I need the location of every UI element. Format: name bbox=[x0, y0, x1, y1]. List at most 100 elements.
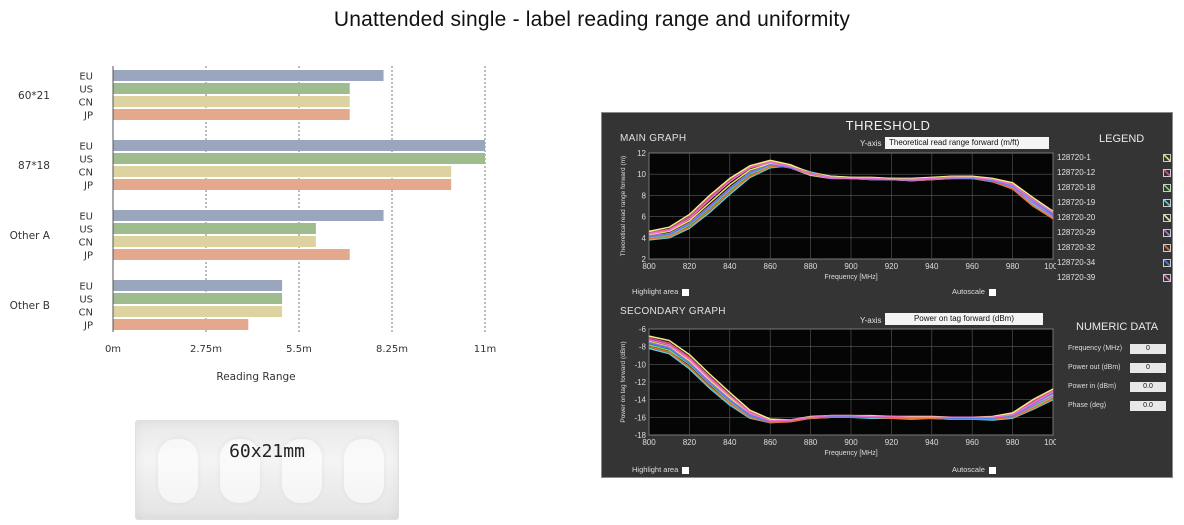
secondary-yaxis-label: Y-axis bbox=[860, 316, 882, 325]
bar bbox=[113, 83, 350, 94]
region-label: US bbox=[79, 85, 93, 96]
x-tick-label: 2.75m bbox=[190, 344, 222, 355]
legend-swatch[interactable] bbox=[1163, 274, 1171, 282]
x-tick-label: 860 bbox=[764, 262, 778, 271]
legend-swatch[interactable] bbox=[1163, 199, 1171, 207]
highlight-checkbox[interactable] bbox=[682, 288, 690, 296]
bar bbox=[113, 70, 384, 81]
numeric-value-field[interactable]: 0 bbox=[1130, 363, 1166, 373]
legend-swatch[interactable] bbox=[1163, 229, 1171, 237]
legend-swatch[interactable] bbox=[1163, 214, 1171, 222]
x-tick-label: 860 bbox=[764, 438, 778, 447]
secondary-autoscale-option[interactable]: Autoscale bbox=[952, 465, 996, 474]
autoscale-checkbox[interactable] bbox=[988, 288, 996, 296]
x-tick-label: 880 bbox=[804, 438, 818, 447]
x-tick-label: 900 bbox=[844, 262, 858, 271]
panel-title: THRESHOLD bbox=[845, 118, 931, 133]
legend-item-label: 128720-1 bbox=[1057, 153, 1091, 162]
x-axis-title: Frequency [MHz] bbox=[824, 274, 877, 281]
numeric-label: Power in (dBm) bbox=[1068, 383, 1117, 390]
x-tick-label: 880 bbox=[804, 262, 818, 271]
y-tick-label: 12 bbox=[637, 149, 646, 158]
x-tick-label: 940 bbox=[925, 262, 939, 271]
main-highlight-option[interactable]: Highlight area bbox=[632, 287, 690, 296]
group-label: 60*21 bbox=[18, 90, 50, 102]
threshold-panel: THRESHOLD MAIN GRAPH Y-axis Theoretical … bbox=[601, 112, 1173, 478]
x-axis-title: Frequency [MHz] bbox=[824, 450, 877, 457]
legend-swatch[interactable] bbox=[1163, 259, 1171, 267]
x-tick-label: 800 bbox=[642, 438, 656, 447]
legend-item-label: 128720-32 bbox=[1057, 243, 1096, 252]
bar bbox=[113, 319, 249, 330]
numeric-value-field[interactable]: 0.0 bbox=[1130, 401, 1166, 411]
tag-bump bbox=[158, 439, 198, 503]
x-tick-label: 900 bbox=[844, 438, 858, 447]
y-tick-label: -18 bbox=[634, 431, 646, 440]
tag-sample-image: 60x21mm bbox=[135, 420, 399, 520]
x-tick-label: 1000 bbox=[1044, 438, 1056, 447]
y-tick-label: -6 bbox=[639, 325, 647, 334]
legend-heading: LEGEND bbox=[1099, 133, 1145, 145]
series-line bbox=[648, 338, 1054, 422]
region-label: JP bbox=[83, 181, 93, 192]
group-label: 87*18 bbox=[18, 160, 50, 172]
bar bbox=[113, 280, 283, 291]
tag-bump bbox=[220, 439, 260, 503]
x-tick-label: 920 bbox=[885, 262, 899, 271]
x-tick-label: 840 bbox=[723, 438, 737, 447]
x-tick-label: 980 bbox=[1006, 262, 1020, 271]
highlight-checkbox[interactable] bbox=[682, 466, 690, 474]
y-tick-label: -14 bbox=[634, 396, 646, 405]
secondary-highlight-option[interactable]: Highlight area bbox=[632, 465, 690, 474]
numeric-value-field[interactable]: 0 bbox=[1130, 344, 1166, 354]
legend-item-label: 128720-39 bbox=[1057, 273, 1096, 282]
legend-swatch[interactable] bbox=[1163, 244, 1171, 252]
tag-bump bbox=[282, 439, 322, 503]
y-tick-label: -8 bbox=[639, 343, 647, 352]
group-label: Other B bbox=[10, 300, 50, 312]
legend-swatch[interactable] bbox=[1163, 154, 1171, 162]
region-label: US bbox=[79, 225, 93, 236]
x-tick-label: 800 bbox=[642, 262, 656, 271]
bar bbox=[113, 236, 316, 247]
x-tick-label: 1000 bbox=[1044, 262, 1056, 271]
legend-item-label: 128720-34 bbox=[1057, 258, 1096, 267]
y-tick-label: 4 bbox=[642, 234, 647, 243]
region-label: CN bbox=[79, 238, 93, 249]
tag-size-label: 60x21mm bbox=[229, 441, 305, 462]
main-autoscale-option[interactable]: Autoscale bbox=[952, 287, 996, 296]
x-tick-label: 8.25m bbox=[376, 344, 408, 355]
legend-item-label: 128720-20 bbox=[1057, 213, 1096, 222]
region-label: CN bbox=[79, 168, 93, 179]
series-line bbox=[648, 161, 1054, 235]
numeric-value-field[interactable]: 0.0 bbox=[1130, 382, 1166, 392]
region-label: EU bbox=[79, 212, 93, 223]
secondary-graph-heading: SECONDARY GRAPH bbox=[620, 306, 726, 317]
x-tick-label: 840 bbox=[723, 262, 737, 271]
main-graph-plot: 800 820 840 860 880 900 920 940 960 980 1000 2 4 6 8 10… bbox=[620, 149, 1056, 281]
group-label: Other A bbox=[10, 230, 51, 242]
region-label: JP bbox=[83, 321, 93, 332]
legend-swatch[interactable] bbox=[1163, 169, 1171, 177]
autoscale-label: Autoscale bbox=[952, 465, 985, 474]
numeric-label: Power out (dBm) bbox=[1068, 364, 1121, 371]
secondary-yaxis-select[interactable]: Power on tag forward (dBm) bbox=[885, 313, 1043, 325]
bar bbox=[113, 109, 350, 120]
bar bbox=[113, 306, 283, 317]
main-yaxis-label: Y-axis bbox=[860, 139, 882, 148]
y-tick-label: 6 bbox=[642, 213, 647, 222]
main-yaxis-select[interactable]: Theoretical read range forward (m/ft) bbox=[885, 137, 1049, 149]
region-label: US bbox=[79, 155, 93, 166]
bar bbox=[113, 179, 452, 190]
secondary-graph-plot: 800 820 840 860 880 900 920 940 960 980 1000 -6 -8 -1… bbox=[620, 325, 1056, 457]
bar bbox=[113, 210, 384, 221]
bar bbox=[113, 166, 452, 177]
legend-swatch[interactable] bbox=[1163, 184, 1171, 192]
main-graph-heading: MAIN GRAPH bbox=[620, 133, 687, 144]
y-tick-label: 10 bbox=[637, 170, 646, 179]
bar bbox=[113, 293, 283, 304]
y-tick-label: 2 bbox=[642, 255, 647, 264]
bar bbox=[113, 223, 316, 234]
legend-item-label: 128720-12 bbox=[1057, 168, 1096, 177]
autoscale-checkbox[interactable] bbox=[988, 466, 996, 474]
